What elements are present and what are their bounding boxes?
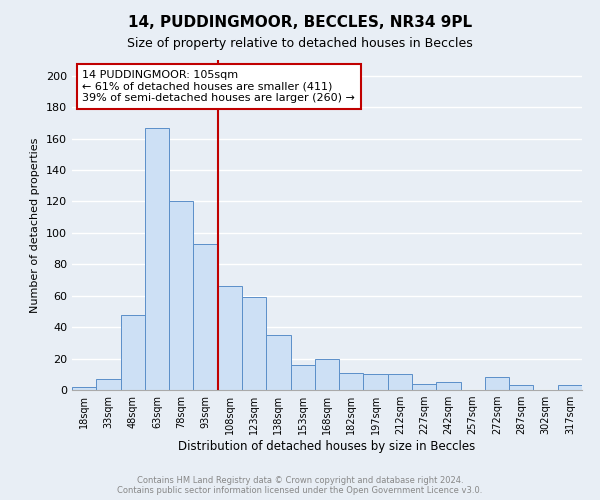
- Bar: [169, 202, 193, 390]
- Bar: [558, 386, 582, 390]
- Bar: [485, 378, 509, 390]
- Bar: [388, 374, 412, 390]
- Y-axis label: Number of detached properties: Number of detached properties: [31, 138, 40, 312]
- Bar: [315, 358, 339, 390]
- Text: Contains HM Land Registry data © Crown copyright and database right 2024.
Contai: Contains HM Land Registry data © Crown c…: [118, 476, 482, 495]
- Bar: [96, 379, 121, 390]
- Bar: [121, 314, 145, 390]
- Bar: [509, 386, 533, 390]
- Bar: [218, 286, 242, 390]
- Bar: [266, 335, 290, 390]
- Bar: [193, 244, 218, 390]
- Text: 14 PUDDINGMOOR: 105sqm
← 61% of detached houses are smaller (411)
39% of semi-de: 14 PUDDINGMOOR: 105sqm ← 61% of detached…: [82, 70, 355, 103]
- Bar: [290, 365, 315, 390]
- Bar: [364, 374, 388, 390]
- Bar: [339, 372, 364, 390]
- Bar: [436, 382, 461, 390]
- X-axis label: Distribution of detached houses by size in Beccles: Distribution of detached houses by size …: [178, 440, 476, 453]
- Text: Size of property relative to detached houses in Beccles: Size of property relative to detached ho…: [127, 38, 473, 51]
- Bar: [145, 128, 169, 390]
- Bar: [72, 387, 96, 390]
- Bar: [242, 298, 266, 390]
- Bar: [412, 384, 436, 390]
- Text: 14, PUDDINGMOOR, BECCLES, NR34 9PL: 14, PUDDINGMOOR, BECCLES, NR34 9PL: [128, 15, 472, 30]
